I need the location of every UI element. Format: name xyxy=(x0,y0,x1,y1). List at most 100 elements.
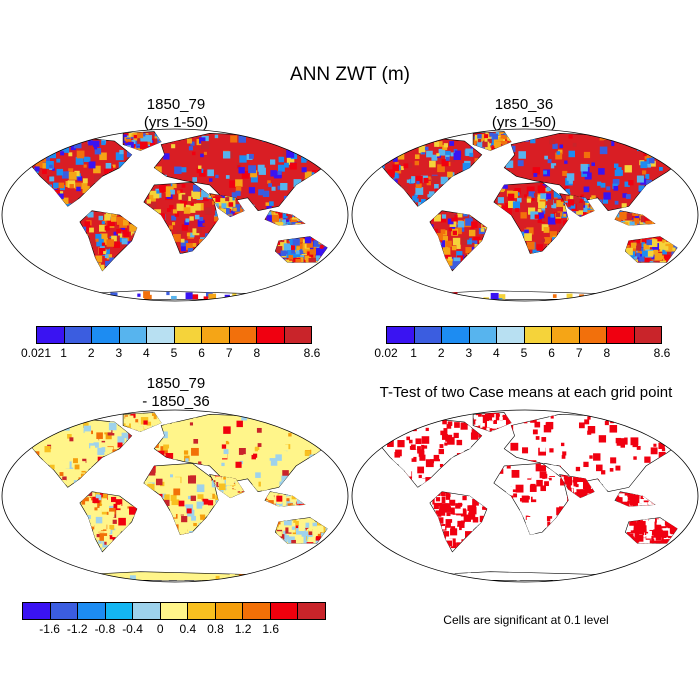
grid-cell xyxy=(143,420,148,425)
grid-cell xyxy=(243,454,249,460)
grid-cell xyxy=(209,493,215,499)
grid-cell xyxy=(544,481,549,487)
grid-cell xyxy=(252,292,258,297)
grid-cell xyxy=(668,156,673,162)
grid-cell xyxy=(218,479,225,487)
grid-cell xyxy=(591,195,596,200)
grid-cell xyxy=(474,261,481,268)
grid-cell xyxy=(323,433,331,441)
grid-cell xyxy=(675,203,680,208)
grid-cell xyxy=(171,505,179,513)
grid-cell xyxy=(201,141,210,150)
grid-cell xyxy=(470,225,475,231)
grid-cell xyxy=(412,487,420,488)
grid-cell xyxy=(295,222,302,226)
grid-cell xyxy=(570,485,574,489)
grid-cell xyxy=(437,492,441,497)
grid-cell xyxy=(126,192,132,200)
grid-cell xyxy=(196,227,202,234)
grid-cell xyxy=(315,424,321,430)
grid-cell xyxy=(454,474,460,481)
grid-cell xyxy=(167,448,173,453)
grid-cell xyxy=(111,235,117,242)
grid-cell xyxy=(610,457,617,464)
grid-cell xyxy=(163,153,170,160)
grid-cell xyxy=(526,227,534,235)
grid-cell xyxy=(270,170,277,177)
grid-cell xyxy=(99,152,107,161)
grid-cell xyxy=(290,531,298,539)
grid-cell xyxy=(131,139,136,145)
grid-cell xyxy=(496,492,501,497)
grid-cell xyxy=(590,495,595,498)
grid-cell xyxy=(206,521,212,527)
grid-cell xyxy=(104,183,112,191)
grid-cell xyxy=(439,478,443,482)
grid-cell xyxy=(648,215,654,220)
grid-cell xyxy=(494,149,502,151)
grid-cell xyxy=(680,159,685,164)
grid-cell xyxy=(42,432,46,436)
grid-cell xyxy=(42,420,49,427)
grid-cell xyxy=(533,466,538,470)
grid-cell xyxy=(546,480,555,489)
grid-cell xyxy=(464,442,472,450)
grid-cell xyxy=(232,496,240,498)
grid-cell xyxy=(220,451,228,459)
grid-cell xyxy=(410,444,417,450)
grid-cell xyxy=(104,540,109,545)
grid-cell xyxy=(240,466,246,472)
grid-cell xyxy=(506,503,515,512)
grid-cell xyxy=(560,198,564,202)
grid-cell xyxy=(84,244,90,251)
grid-cell xyxy=(466,263,473,271)
grid-cell xyxy=(181,194,189,201)
grid-cell xyxy=(637,225,645,226)
grid-cell xyxy=(463,211,468,216)
grid-cell xyxy=(333,456,335,460)
grid-cell xyxy=(452,195,458,200)
grid-cell xyxy=(131,474,132,480)
grid-cell xyxy=(28,188,33,193)
grid-cell xyxy=(660,520,668,529)
grid-cell xyxy=(406,436,410,441)
colorbar-swatch xyxy=(202,327,230,343)
grid-cell xyxy=(321,143,329,151)
grid-cell xyxy=(83,269,91,271)
grid-cell xyxy=(101,237,109,245)
grid-cell xyxy=(640,421,644,425)
grid-cell xyxy=(451,245,457,251)
grid-cell xyxy=(469,212,475,217)
grid-cell xyxy=(112,530,120,538)
grid-cell xyxy=(508,225,514,231)
colorbar-tick-label: 1 xyxy=(60,346,67,360)
grid-cell xyxy=(313,240,321,247)
grid-cell xyxy=(496,420,505,428)
grid-cell xyxy=(304,497,305,505)
grid-cell xyxy=(297,194,304,201)
grid-cell xyxy=(91,194,95,199)
grid-cell xyxy=(32,177,41,186)
grid-cell xyxy=(82,178,88,184)
grid-cell xyxy=(505,204,510,209)
grid-cell xyxy=(390,428,397,435)
grid-cell xyxy=(200,523,207,530)
grid-cell xyxy=(472,451,479,457)
grid-cell xyxy=(433,516,439,522)
grid-cell xyxy=(98,211,106,219)
grid-cell xyxy=(109,257,115,263)
grid-cell xyxy=(425,205,432,207)
grid-cell xyxy=(409,445,414,450)
grid-cell xyxy=(90,445,95,451)
grid-cell xyxy=(130,412,136,418)
grid-cell xyxy=(424,482,432,488)
grid-cell xyxy=(595,298,602,300)
grid-cell xyxy=(320,199,327,206)
grid-cell xyxy=(640,161,648,169)
grid-cell xyxy=(73,140,82,149)
colorbar-swatch xyxy=(298,603,326,619)
grid-cell xyxy=(569,472,575,478)
grid-cell xyxy=(303,211,305,215)
grid-cell xyxy=(590,297,595,300)
grid-cell xyxy=(113,266,119,271)
